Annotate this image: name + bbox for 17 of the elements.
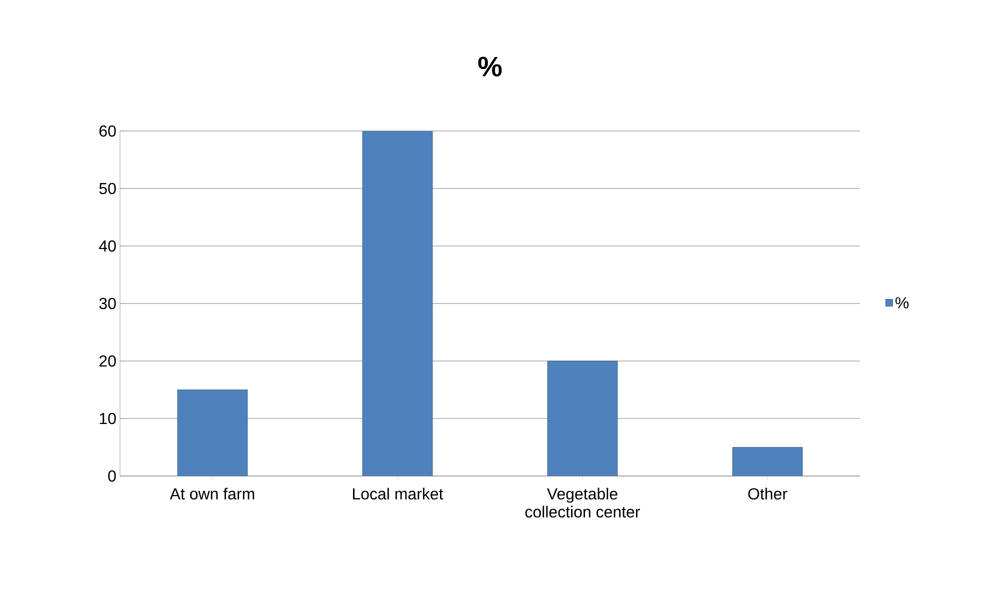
bar xyxy=(362,131,433,476)
bar xyxy=(732,447,803,476)
y-tick-label: 50 xyxy=(99,182,116,194)
y-tick-label: 40 xyxy=(99,240,116,252)
bar xyxy=(547,360,618,476)
bar xyxy=(177,390,248,476)
x-tick-label: Other xyxy=(748,488,788,500)
y-tick-label: 0 xyxy=(108,470,116,482)
y-tick-label: 10 xyxy=(100,412,116,424)
chart-title: % xyxy=(478,56,502,76)
y-tick-label: 60 xyxy=(99,125,116,137)
y-tick-label: 20 xyxy=(99,355,116,367)
x-tick-label: Local market xyxy=(353,488,444,500)
legend-label: % xyxy=(895,297,909,308)
x-tick-label: Vegetable collection center xyxy=(525,488,640,518)
y-tick-label: 30 xyxy=(99,298,116,310)
x-tick-label: At own farm xyxy=(170,488,254,500)
